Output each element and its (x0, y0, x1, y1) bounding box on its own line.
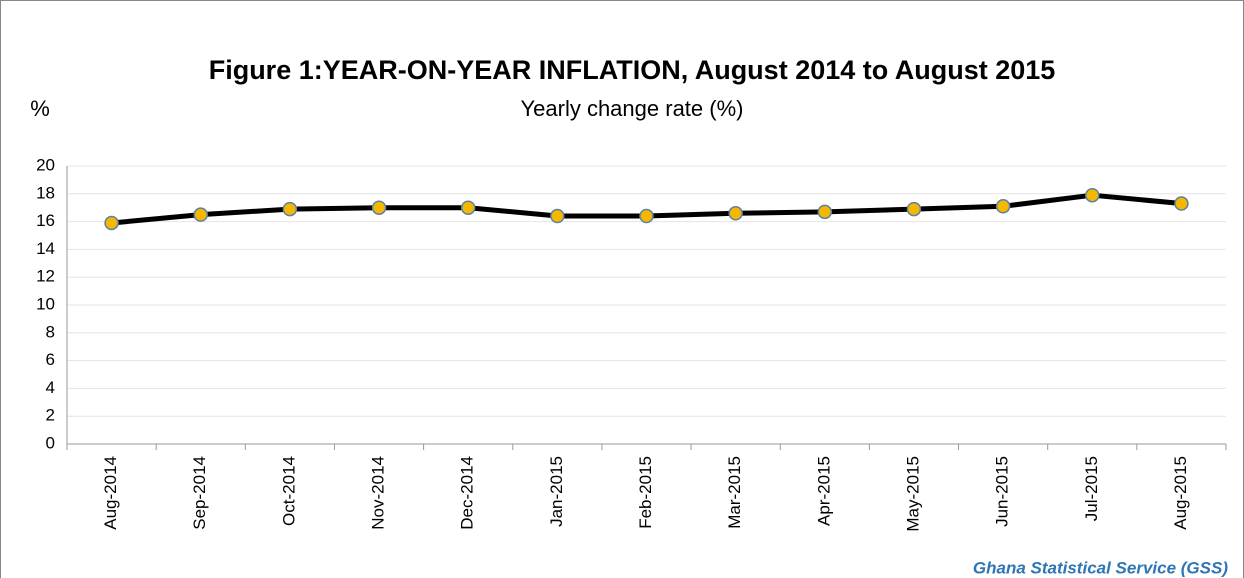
y-tick-label: 10 (36, 294, 55, 313)
y-tick-label: 20 (36, 155, 55, 174)
x-tick-label: Apr-2015 (814, 456, 833, 526)
y-tick-label: 8 (46, 322, 55, 341)
y-axis-label: % (30, 96, 50, 121)
x-tick-label: Nov-2014 (369, 456, 388, 530)
x-tick-label: Mar-2015 (725, 456, 744, 529)
data-point (728, 206, 743, 221)
x-tick-label: Jun-2015 (993, 456, 1012, 527)
y-tick-label: 6 (46, 350, 55, 369)
y-tick-label: 14 (36, 239, 55, 258)
y-tick-label: 18 (36, 183, 55, 202)
x-tick-label: Aug-2014 (101, 456, 120, 530)
y-tick-label: 0 (46, 433, 55, 452)
data-point (371, 200, 387, 215)
x-tick-label: Oct-2014 (279, 456, 298, 526)
x-tick-label: Dec-2014 (458, 456, 477, 530)
data-point (550, 208, 565, 224)
data-point (639, 208, 654, 224)
data-point (995, 199, 1011, 214)
y-tick-label: 2 (46, 406, 55, 425)
data-point (104, 215, 119, 231)
x-tick-label: Aug-2015 (1171, 456, 1190, 530)
data-point (193, 207, 208, 222)
data-point (460, 200, 476, 215)
x-tick-label: Jul-2015 (1082, 456, 1101, 521)
y-tick-label: 16 (36, 211, 55, 230)
y-tick-label: 4 (46, 378, 55, 397)
data-point (1174, 196, 1189, 211)
chart-subtitle: Yearly change rate (%) (521, 96, 744, 121)
chart-title: Figure 1:YEAR-ON-YEAR INFLATION, August … (209, 55, 1056, 85)
x-tick-label: Jan-2015 (547, 456, 566, 527)
data-point (906, 201, 922, 217)
data-point (817, 204, 833, 220)
y-tick-label: 12 (36, 267, 55, 286)
source-note: Ghana Statistical Service (GSS) (973, 558, 1228, 577)
x-tick-label: Sep-2014 (190, 456, 209, 530)
x-tick-label: May-2015 (903, 456, 922, 532)
x-tick-label: Feb-2015 (636, 456, 655, 529)
data-point (282, 201, 298, 217)
data-point (1085, 187, 1100, 203)
